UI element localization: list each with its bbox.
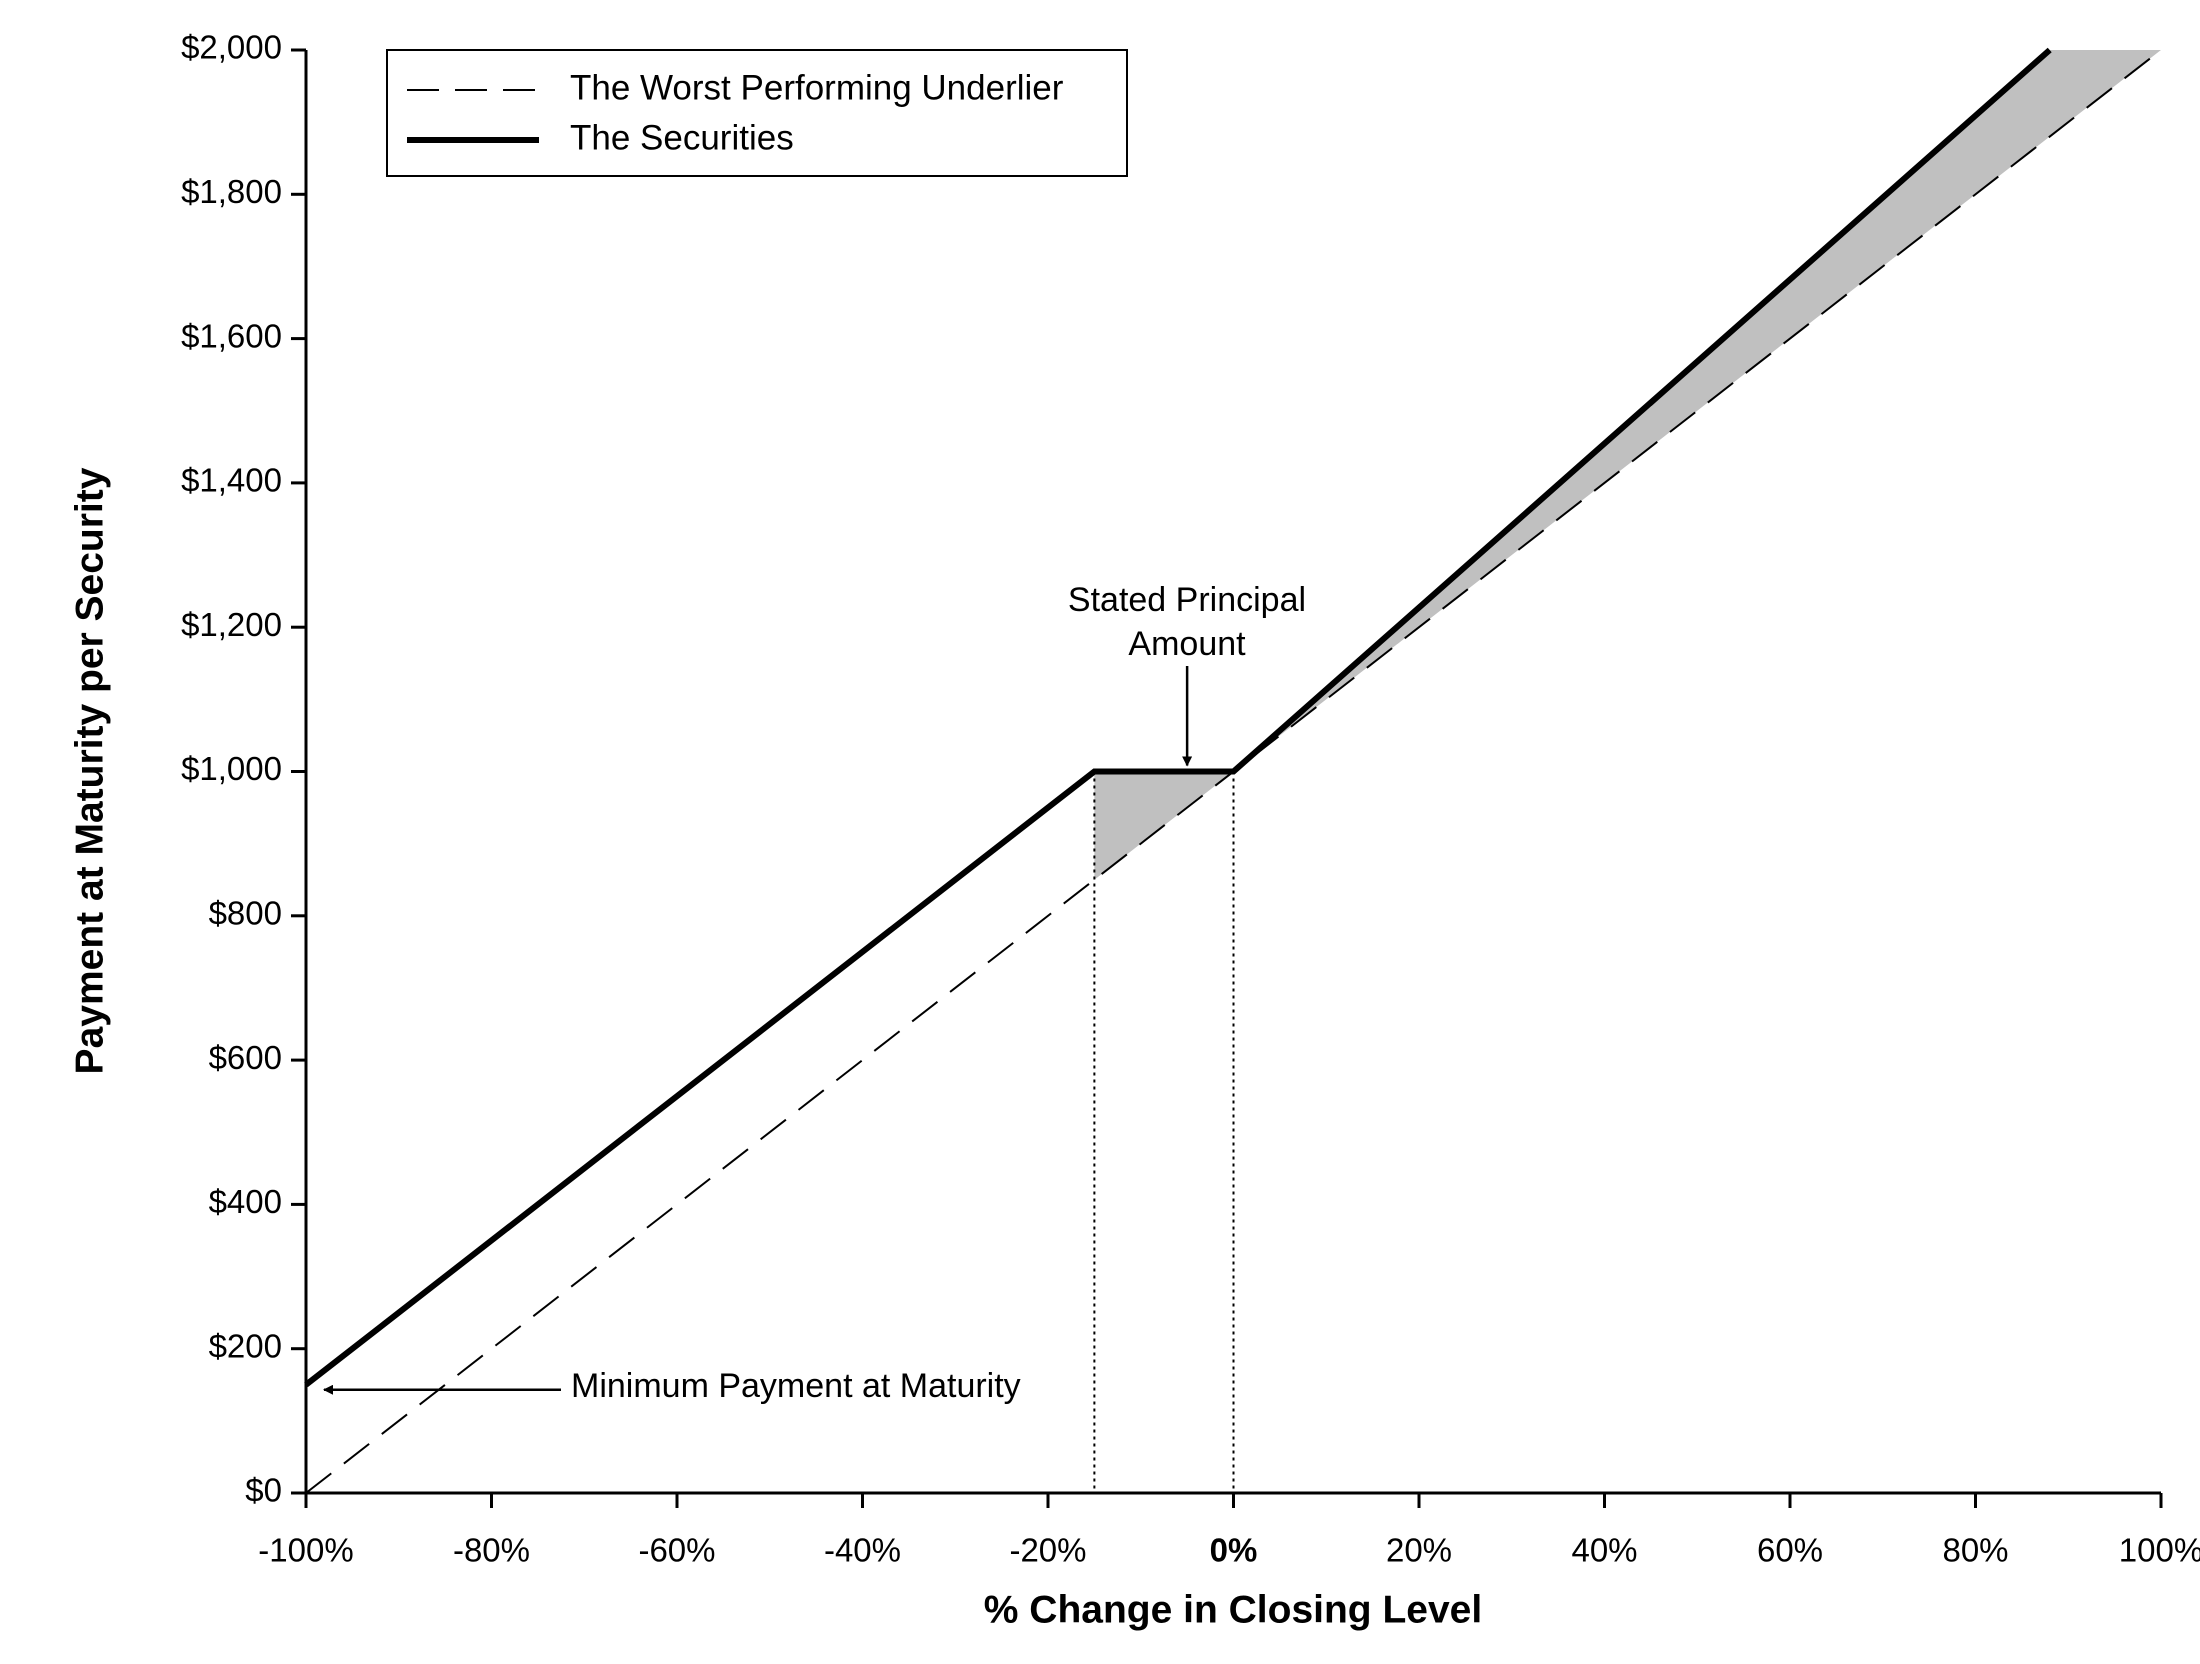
legend-label: The Worst Performing Underlier [570,68,1064,107]
legend-box [386,49,1128,177]
shaded-area [1094,50,2161,880]
y-axis-title: Payment at Maturity per Security [68,467,111,1074]
y-tick-label: $1,800 [181,173,282,210]
y-tick-label: $2,000 [181,29,282,66]
y-tick-label: $1,400 [181,462,282,499]
y-tick-label: $200 [209,1327,282,1364]
x-tick-label: -60% [638,1532,715,1569]
x-tick-label: -80% [453,1532,530,1569]
x-tick-label: 80% [1942,1532,2008,1569]
annotation: Stated Principal Amount [1067,581,1307,663]
x-tick-label: 40% [1571,1532,1637,1569]
y-tick-label: $1,200 [181,606,282,643]
y-tick-label: $600 [209,1039,282,1076]
x-tick-label: 100% [2119,1532,2200,1569]
x-tick-label: -100% [258,1532,353,1569]
x-tick-label: 0% [1210,1532,1258,1569]
y-tick-label: $1,600 [181,317,282,354]
x-tick-label: -40% [824,1532,901,1569]
x-tick-label: 60% [1757,1532,1823,1569]
series-line [304,47,2052,1388]
annotation: Minimum Payment at Maturity [571,1367,1021,1405]
x-axis-title: % Change in Closing Level [984,1588,1482,1631]
y-tick-label: $400 [209,1183,282,1220]
y-tick-label: $800 [209,895,282,932]
legend-label: The Securities [570,118,794,157]
x-tick-label: -20% [1009,1532,1086,1569]
x-tick-label: 20% [1386,1532,1452,1569]
y-tick-label: $1,000 [181,750,282,787]
y-tick-label: $0 [245,1472,282,1509]
